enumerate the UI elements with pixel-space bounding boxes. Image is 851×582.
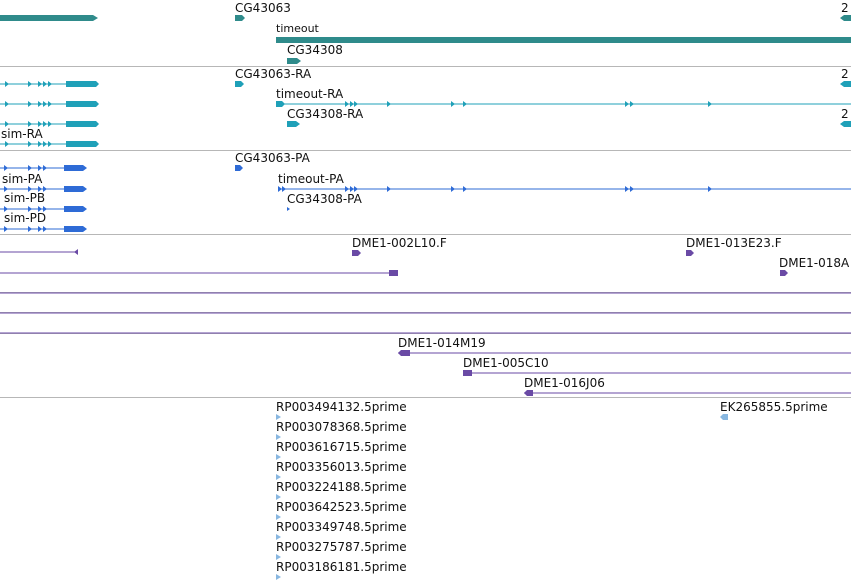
transcript-track xyxy=(0,67,851,151)
clone-label-dme1-005c10: DME1-005C10 xyxy=(463,356,549,370)
est-label-9: RP003186181.5prime xyxy=(276,560,407,574)
cg43063-pa-feature[interactable] xyxy=(235,165,243,171)
dme1-005c10-feature[interactable] xyxy=(463,370,851,376)
clone-label-dme1-016j06: DME1-016J06 xyxy=(524,376,605,390)
est-label-3: RP003616715.5prime xyxy=(276,440,407,454)
clone-label-dme1-002l10: DME1-002L10.F xyxy=(352,236,447,250)
gene-label-cg43063: CG43063 xyxy=(235,1,291,15)
cg43063-ra-feature[interactable] xyxy=(235,81,244,87)
dme1-018a-feature[interactable] xyxy=(780,270,788,276)
transcript-label-cg43063-ra: CG43063-RA xyxy=(235,67,312,81)
clone-label-dme1-013e23: DME1-013E23.F xyxy=(686,236,782,250)
long-clone-feature[interactable] xyxy=(0,270,398,276)
cg34308-gene-feature[interactable] xyxy=(287,58,301,64)
timeout-pa-feature[interactable] xyxy=(278,186,851,192)
est-label-2: RP003078368.5prime xyxy=(276,420,407,434)
est-label-6: RP003642523.5prime xyxy=(276,500,407,514)
right-edge-transcript-features[interactable] xyxy=(840,81,851,127)
clone-feature-left[interactable] xyxy=(0,249,78,255)
gene-label-right-edge: 2 xyxy=(841,1,849,15)
est-label-7: RP003349748.5prime xyxy=(276,520,407,534)
protein-label-sim-pd: sim-PD xyxy=(4,211,47,225)
transcript-label-cg34308-ra: CG34308-RA xyxy=(287,107,364,121)
est-label-ek265855: EK265855.5prime xyxy=(720,400,828,414)
protein-label-timeout-pa: timeout-PA xyxy=(278,172,344,186)
clone-track-b xyxy=(0,334,851,398)
protein-label-cg34308-pa: CG34308-PA xyxy=(287,192,362,206)
transcript-label-timeout-ra: timeout-RA xyxy=(276,87,344,101)
right-edge-gene-feature[interactable] xyxy=(840,15,851,21)
est-features[interactable] xyxy=(276,414,728,580)
clone-label-dme1-014m19: DME1-014M19 xyxy=(398,336,486,350)
dme1-016j06-feature[interactable] xyxy=(524,390,851,396)
transcript-label-right-edge-1: 2 xyxy=(841,67,849,81)
protein-label-sim-pb: sim-PB xyxy=(4,191,46,205)
protein-track xyxy=(0,151,851,235)
est-label-8: RP003275787.5prime xyxy=(276,540,407,554)
protein-label-cg43063-pa: CG43063-PA xyxy=(235,151,310,165)
est-label-5: RP003224188.5prime xyxy=(276,480,407,494)
timeout-ra-feature[interactable] xyxy=(276,101,851,107)
sim-transcripts[interactable] xyxy=(0,81,99,147)
cg34308-ra-feature[interactable] xyxy=(287,121,300,127)
transcript-label-right-edge-2: 2 xyxy=(841,107,849,121)
clone-label-dme1-018a: DME1-018A xyxy=(779,256,850,270)
transcript-label-sim-ra: sim-RA xyxy=(1,127,43,141)
gene-track xyxy=(0,0,851,67)
est-label-4: RP003356013.5prime xyxy=(276,460,407,474)
dme1-002l10-feature[interactable] xyxy=(352,250,361,256)
gene-label-timeout: timeout xyxy=(276,22,319,35)
protein-label-sim-pa: sim-PA xyxy=(2,172,43,186)
timeout-gene-feature[interactable] xyxy=(276,37,851,43)
dme1-014m19-feature[interactable] xyxy=(398,350,851,356)
est-label-1: RP003494132.5prime xyxy=(276,400,407,414)
cg34308-pa-feature[interactable] xyxy=(287,207,290,211)
sim-gene-feature[interactable] xyxy=(0,15,98,21)
sim-proteins[interactable] xyxy=(0,165,87,232)
gene-label-cg34308: CG34308 xyxy=(287,43,343,57)
dme1-013e23-feature[interactable] xyxy=(686,250,694,256)
cg43063-gene-feature[interactable] xyxy=(235,15,245,21)
